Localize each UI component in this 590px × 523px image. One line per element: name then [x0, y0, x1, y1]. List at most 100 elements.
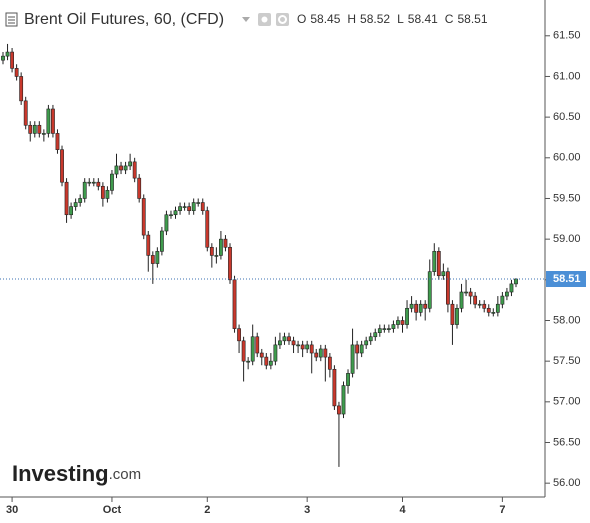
ohlc-value: 58.45	[310, 12, 340, 26]
last-price-label: 58.51	[553, 273, 581, 285]
candle-body	[500, 295, 505, 305]
candle-body	[368, 336, 373, 342]
candle-body	[37, 124, 42, 134]
candle-body	[146, 234, 151, 256]
candle-body	[169, 214, 173, 217]
candle-body	[305, 344, 310, 350]
candle-body	[355, 344, 360, 354]
candle-body	[78, 198, 83, 203]
candle-body	[259, 352, 264, 358]
y-tick-label: 61.50	[553, 30, 581, 42]
candle-body	[82, 181, 87, 199]
candle-body	[119, 165, 123, 171]
x-tick-label: 7	[499, 504, 505, 516]
candle-body	[164, 214, 169, 232]
ohlc-key: L	[397, 12, 404, 26]
candle-body	[264, 356, 269, 366]
candle-body	[396, 320, 400, 325]
candle-body	[41, 133, 46, 135]
candle-body	[209, 246, 214, 256]
y-tick-label: 61.00	[553, 70, 581, 82]
candle-body	[391, 324, 396, 329]
x-tick-label: 2	[204, 504, 210, 516]
candle-body	[278, 340, 282, 346]
candle-body	[423, 303, 428, 309]
y-tick-label: 60.00	[553, 152, 581, 164]
candle-body	[91, 181, 96, 184]
candle-body	[341, 385, 346, 415]
dropdown-arrow[interactable]	[242, 17, 250, 22]
candle-body	[373, 332, 378, 338]
candle-body	[273, 344, 278, 362]
candle-body	[409, 303, 414, 309]
candle-body	[455, 307, 459, 325]
candle-body	[332, 368, 337, 407]
settings-icon[interactable]	[276, 13, 289, 26]
candle-body	[250, 336, 255, 362]
ohlc-key: C	[445, 12, 454, 26]
candle-body	[105, 190, 110, 199]
candle-body	[55, 133, 60, 150]
candle-body	[291, 340, 296, 346]
candle-body	[46, 108, 51, 134]
candle-body	[509, 283, 514, 293]
y-tick-label: 56.00	[553, 477, 581, 489]
candle-body	[187, 206, 192, 211]
candle-body	[418, 303, 423, 313]
candle-body	[114, 165, 119, 175]
candle-body	[359, 344, 364, 354]
candle-body	[5, 51, 10, 57]
candle-body	[200, 202, 205, 211]
candle-body	[159, 230, 164, 252]
candle-body	[441, 271, 446, 277]
x-tick-label: Oct	[103, 504, 122, 516]
legend-icon[interactable]	[5, 12, 18, 27]
candle-body	[405, 307, 409, 325]
candle-body	[337, 405, 341, 415]
watermark-suffix: .com	[109, 466, 142, 483]
candle-body	[228, 246, 232, 281]
candle-body	[100, 185, 105, 199]
candle-body	[241, 340, 246, 362]
candle-body	[73, 202, 78, 207]
candle-body	[514, 278, 518, 285]
candle-body	[205, 210, 210, 248]
candle-body	[350, 344, 355, 374]
candle-body	[323, 348, 328, 358]
ohlc-value: 58.52	[360, 12, 390, 26]
candle-body	[486, 307, 491, 313]
candle-body	[237, 328, 241, 342]
y-tick-label: 57.00	[553, 396, 581, 408]
candle-body	[64, 181, 69, 216]
candle-body	[150, 255, 155, 264]
candle-body	[314, 352, 319, 358]
candle-body	[318, 348, 323, 358]
candle-body	[246, 360, 251, 363]
candle-body	[446, 271, 450, 305]
watermark: Investing.com	[12, 461, 141, 486]
candle-body	[436, 251, 441, 277]
y-tick-label: 59.00	[553, 233, 581, 245]
candle-body	[327, 356, 332, 370]
ohlc-value: 58.51	[457, 12, 487, 26]
candle-body	[255, 336, 260, 354]
candle-body	[400, 320, 405, 325]
y-tick-label: 59.50	[553, 192, 581, 204]
candle-body	[10, 51, 14, 69]
candle-body	[137, 177, 142, 199]
ohlc-key: H	[347, 12, 356, 26]
candle-body	[459, 291, 464, 309]
candle-body	[491, 312, 496, 314]
candles	[1, 43, 518, 467]
candle-body	[191, 202, 196, 211]
watermark-brand: Investing	[12, 461, 109, 486]
candle-body	[232, 279, 237, 329]
candle-body	[69, 206, 73, 216]
y-tick-label: 58.00	[553, 314, 581, 326]
candle-body	[477, 303, 482, 306]
candle-body	[377, 328, 382, 333]
x-tick-label: 4	[399, 504, 406, 516]
candle-body	[223, 238, 228, 248]
